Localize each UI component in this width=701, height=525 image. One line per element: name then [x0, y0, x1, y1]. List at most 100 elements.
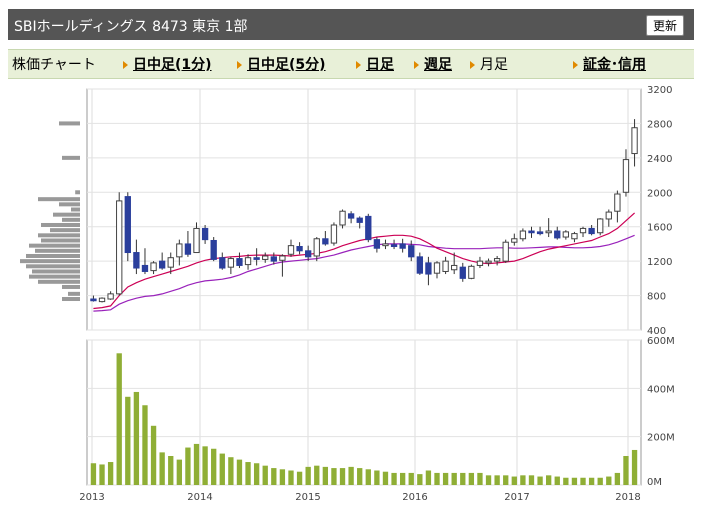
tab-daily[interactable]: 日足: [356, 54, 394, 74]
volume-bar: [116, 353, 122, 485]
volume-bar: [262, 465, 268, 485]
volume-profile-bar: [75, 190, 80, 195]
volume-profile-bar: [41, 238, 80, 243]
volume-profile-bar: [50, 228, 80, 233]
candle-body: [571, 233, 578, 240]
volume-tick-label: 200M: [647, 433, 675, 444]
candle-body: [253, 257, 260, 260]
volume-profile-bar: [71, 207, 80, 212]
price-tick-label: 2800: [647, 119, 672, 130]
candle-body: [562, 231, 570, 238]
volume-bar: [133, 391, 140, 485]
volume-bar: [322, 466, 329, 485]
candle-body: [382, 243, 389, 247]
price-tick-label: 2000: [647, 188, 672, 199]
volume-bar: [468, 472, 475, 485]
volume-profile-bar: [59, 121, 80, 126]
volume-bar: [202, 446, 208, 485]
tab-stock-chart: 株価チャート: [12, 57, 96, 73]
volume-bar: [159, 452, 165, 485]
price-panel: [86, 88, 642, 331]
tab-weekly[interactable]: 週足: [414, 54, 452, 74]
title-bar: SBIホールディングス 8473 東京 1部 更新: [8, 9, 694, 40]
candle-body: [356, 217, 363, 223]
volume-bar: [485, 475, 492, 485]
volume-bar: [623, 456, 629, 485]
candle-body: [485, 260, 492, 264]
candle-body: [270, 256, 277, 262]
volume-bar: [228, 457, 234, 485]
volume-profile-bar: [29, 274, 80, 279]
volume-profile-bar: [62, 284, 80, 289]
candle-body: [502, 241, 509, 262]
volume-profile-bar: [38, 279, 80, 284]
volume-bar: [245, 462, 251, 485]
arrow-right-icon: [356, 61, 361, 69]
tab-monthly: 月足: [470, 54, 508, 74]
volume-bar: [537, 476, 543, 485]
candle-body: [210, 239, 217, 260]
candle-body: [408, 245, 415, 258]
volume-bar: [236, 459, 243, 485]
refresh-button[interactable]: 更新: [645, 15, 684, 36]
candle-body: [365, 215, 372, 241]
tab-intraday-5min[interactable]: 日中足(5分): [237, 54, 326, 74]
volume-profile-bar: [26, 264, 80, 269]
candle-body: [433, 262, 441, 274]
candle-body: [545, 230, 552, 234]
tab-margin-credit[interactable]: 証金･信用: [573, 54, 646, 74]
volume-bar: [176, 459, 182, 485]
candle-body: [493, 258, 501, 262]
volume-bar: [90, 463, 97, 485]
volume-bar: [253, 463, 260, 485]
candle-body: [98, 297, 106, 303]
volume-bar: [288, 470, 294, 485]
volume-tick-label: 600M: [647, 336, 675, 347]
candle-body: [305, 250, 312, 258]
price-tick-label: 1200: [647, 257, 672, 268]
volume-profile-bar: [35, 248, 80, 253]
volume-bar: [477, 472, 483, 485]
x-tick-label: 2015: [295, 492, 320, 503]
price-tick-label: 3200: [647, 85, 672, 96]
candle-body: [442, 260, 449, 272]
volume-profile-bar: [38, 197, 80, 202]
candle-body: [597, 218, 604, 234]
candle-body: [588, 227, 595, 235]
candle-body: [468, 265, 475, 279]
candle-body: [605, 211, 612, 220]
volume-bar: [503, 475, 509, 485]
volume-bar: [99, 464, 105, 485]
volume-bar: [279, 469, 286, 485]
chart-tabs: 株価チャート 日中足(1分) 日中足(5分) 日足 週足 月足 証金･信用: [8, 49, 694, 79]
volume-bar: [571, 477, 578, 485]
volume-bar: [142, 405, 148, 485]
tab-intraday-1min[interactable]: 日中足(1分): [123, 54, 212, 74]
volume-profile-bar: [26, 253, 80, 258]
volume-bar: [331, 468, 337, 485]
volume-bar: [399, 472, 406, 485]
candle-body: [511, 238, 518, 243]
volume-bar: [305, 466, 311, 485]
candle-body: [579, 227, 587, 234]
volume-bar: [528, 475, 535, 485]
volume-profile-bar: [29, 243, 80, 248]
volume-bar: [185, 447, 191, 485]
volume-bar: [150, 425, 157, 485]
arrow-right-icon: [573, 61, 578, 69]
volume-profile-bar: [53, 212, 80, 217]
volume-bar: [296, 471, 303, 485]
candle-body: [236, 258, 243, 266]
volume-bar: [546, 475, 552, 485]
volume-bar: [374, 470, 380, 485]
candle-body: [124, 196, 131, 254]
volume-bar: [425, 470, 432, 485]
candle-body: [313, 238, 320, 257]
candle-body: [116, 200, 123, 295]
volume-bar: [417, 474, 423, 485]
price-tick-label: 800: [647, 292, 666, 303]
candle-body: [244, 257, 252, 266]
volume-profile-bar: [32, 269, 80, 274]
candle-body: [219, 257, 226, 269]
candle-body: [425, 262, 432, 275]
